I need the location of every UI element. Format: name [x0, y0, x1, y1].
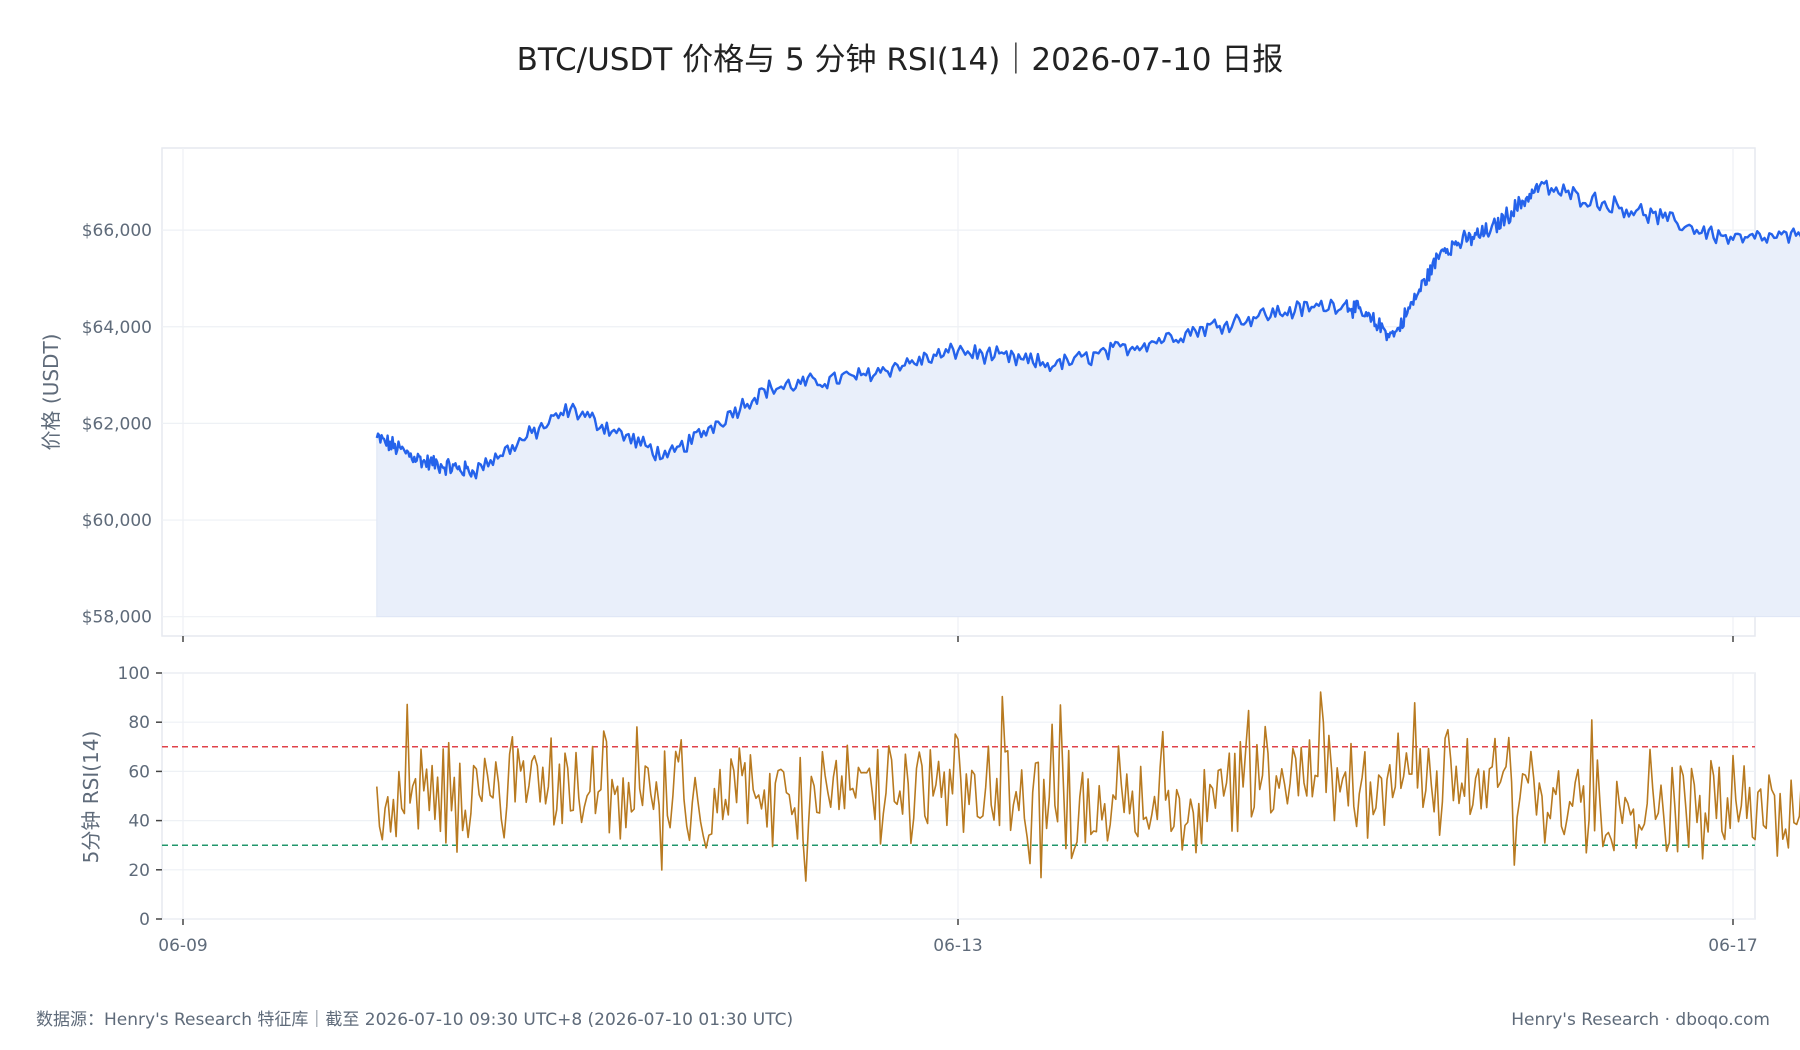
x-tick-label: 06-17: [1708, 936, 1757, 956]
price-y-ticks: $58,000 $60,000 $62,000 $64,000 $66,000: [82, 221, 152, 628]
price-y-tick-label: $60,000: [82, 511, 152, 531]
rsi-reference-lines: [162, 746, 1755, 846]
rsi-y-ticks: 0 20 40 60 80 100: [118, 664, 162, 930]
rsi-y-axis-label: 5分钟 RSI(14): [79, 731, 103, 864]
price-y-tick-label: $64,000: [82, 318, 152, 338]
price-y-axis-label: 价格 (USDT): [39, 334, 63, 451]
price-x-tick-marks: [182, 636, 1734, 642]
chart-title: BTC/USDT 价格与 5 分钟 RSI(14)｜2026-07-10 日报: [517, 42, 1284, 78]
price-y-tick-label: $62,000: [82, 414, 152, 434]
rsi-y-tick-label: 60: [128, 762, 150, 782]
rsi-x-ticks: 06-0906-1306-1706-2106-2506-2907-0107-05…: [158, 919, 1758, 956]
rsi-y-tick-label: 80: [128, 713, 150, 733]
price-y-tick-label: $58,000: [82, 608, 152, 628]
x-tick-label: 06-09: [158, 936, 207, 956]
rsi-line: [376, 691, 1800, 882]
footer-brand: Henry's Research · dboqo.com: [1511, 1010, 1770, 1030]
rsi-y-tick-label: 20: [128, 861, 150, 881]
price-line: [375, 179, 1800, 480]
price-y-tick-label: $66,000: [82, 221, 152, 241]
rsi-y-tick-label: 0: [139, 910, 150, 930]
x-tick-label: 06-13: [933, 936, 982, 956]
rsi-y-tick-label: 40: [128, 812, 150, 832]
rsi-y-tick-label: 100: [118, 664, 150, 684]
footer-source: 数据源：Henry's Research 特征库｜截至 2026-07-10 0…: [36, 1010, 793, 1030]
